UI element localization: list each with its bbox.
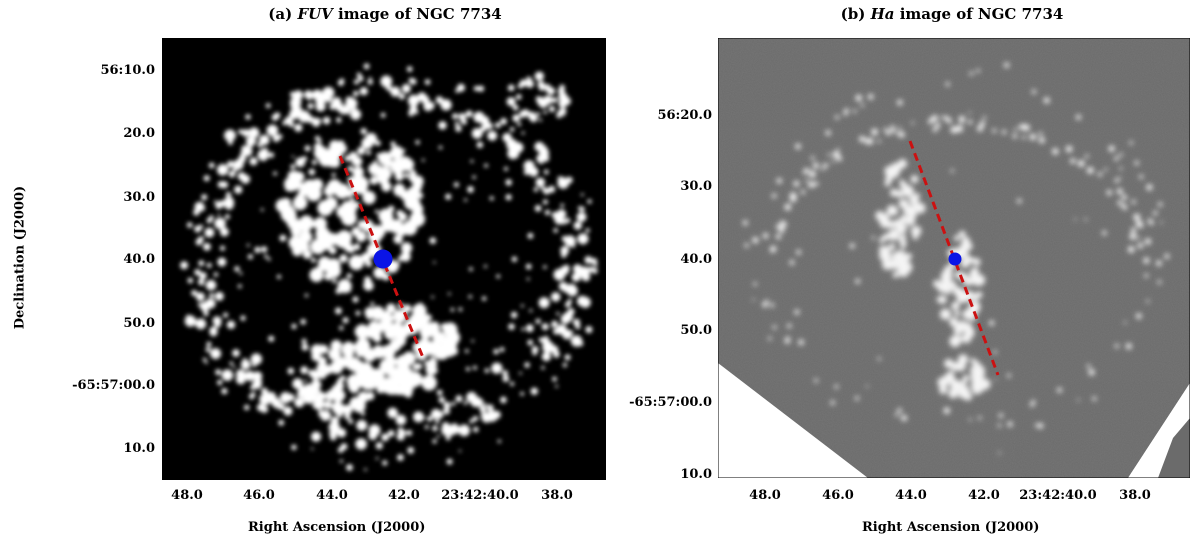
panel-b-xtick: 48.0 — [749, 488, 781, 503]
panel-a-ytick: -65:57:00.0 — [72, 378, 155, 393]
panel-a-xtick: 44.0 — [316, 488, 348, 503]
panel-b-title: (b) Ha image of NGC 7734 — [792, 5, 1112, 23]
panel-b-title-band: Ha — [870, 5, 895, 23]
fuv-nucleus-marker — [373, 249, 393, 269]
halpha-nucleus-marker — [948, 252, 962, 266]
panel-a-xtick: 23:42:40.0 — [441, 488, 519, 503]
panel-a-ytick: 56:10.0 — [100, 63, 155, 78]
panel-b-ytick: 10.0 — [680, 467, 712, 482]
panel-b-ytick: 50.0 — [680, 323, 712, 338]
panel-b-xtick: 44.0 — [895, 488, 927, 503]
panel-b-xtick: 23:42:40.0 — [1019, 488, 1097, 503]
panel-a-xtick: 42.0 — [388, 488, 420, 503]
panel-a-ytick: 20.0 — [123, 126, 155, 141]
panel-b-xtick: 46.0 — [822, 488, 854, 503]
panel-b-ytick: 40.0 — [680, 252, 712, 267]
panel-a-title-band: FUV — [297, 5, 333, 23]
fuv-image — [162, 38, 606, 480]
panel-a-title-suffix: image of NGC 7734 — [332, 5, 502, 23]
panel-b-ytick: 30.0 — [680, 179, 712, 194]
panel-a-ytick: 50.0 — [123, 316, 155, 331]
panel-a-ytick: 30.0 — [123, 190, 155, 205]
panel-a-ytick: 40.0 — [123, 252, 155, 267]
panel-b-xtick: 38.0 — [1119, 488, 1151, 503]
panel-a-ytick: 10.0 — [123, 441, 155, 456]
panel-a-xlabel: Right Ascension (J2000) — [248, 520, 426, 535]
panel-a-xtick: 48.0 — [171, 488, 203, 503]
panel-b-xlabel: Right Ascension (J2000) — [862, 520, 1040, 535]
panel-b-ytick: -65:57:00.0 — [629, 395, 712, 410]
panel-a-title-prefix: (a) — [268, 5, 298, 23]
panel-a-title: (a) FUV image of NGC 7734 — [230, 5, 540, 23]
panel-b-title-prefix: (b) — [840, 5, 871, 23]
panel-b-ytick: 56:20.0 — [657, 108, 712, 123]
panel-b-title-suffix: image of NGC 7734 — [894, 5, 1064, 23]
panel-b-xtick: 42.0 — [968, 488, 1000, 503]
halpha-image — [718, 38, 1190, 478]
panel-a-ylabel: Declination (J2000) — [12, 185, 28, 330]
panel-a-xtick: 38.0 — [541, 488, 573, 503]
panel-a-xtick: 46.0 — [243, 488, 275, 503]
